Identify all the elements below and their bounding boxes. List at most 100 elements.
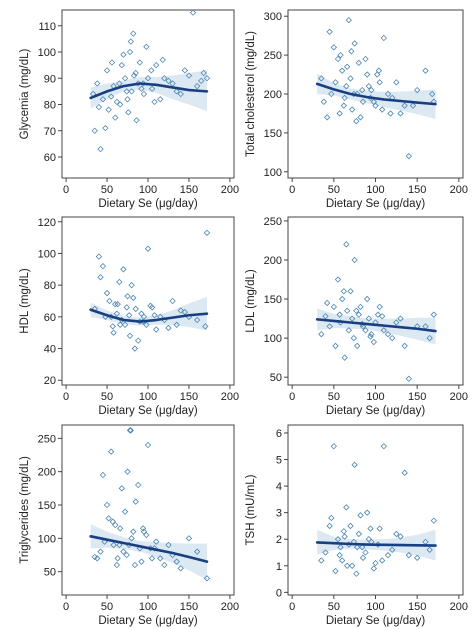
data-point xyxy=(148,67,155,74)
data-point xyxy=(94,555,101,562)
data-point xyxy=(131,561,139,569)
data-point xyxy=(318,331,325,338)
data-point xyxy=(138,310,145,317)
data-point xyxy=(109,518,116,525)
data-point xyxy=(165,324,172,332)
data-point xyxy=(343,241,350,248)
data-point xyxy=(364,71,371,78)
y-tick-label: 200 xyxy=(264,255,282,267)
y-tick-label: 20 xyxy=(44,375,56,387)
data-point xyxy=(336,551,343,559)
x-tick-label: 200 xyxy=(450,601,468,613)
data-point xyxy=(334,276,342,283)
data-point xyxy=(367,333,374,340)
x-tick-label: 100 xyxy=(139,184,157,196)
data-point xyxy=(177,307,184,314)
data-point xyxy=(359,98,367,105)
data-point xyxy=(384,551,392,559)
data-point xyxy=(405,375,412,382)
data-point xyxy=(336,110,343,117)
data-point xyxy=(140,90,148,98)
data-point xyxy=(362,55,369,63)
data-point xyxy=(116,101,124,108)
data-point xyxy=(337,51,344,59)
data-point xyxy=(132,69,139,77)
data-point xyxy=(330,303,337,311)
data-point xyxy=(340,288,347,295)
data-point xyxy=(405,153,412,160)
y-tick-label: 90 xyxy=(44,73,56,85)
data-point xyxy=(126,332,134,340)
data-point xyxy=(376,525,383,532)
data-point xyxy=(365,83,372,90)
data-point xyxy=(341,354,348,361)
data-point xyxy=(159,56,166,64)
data-point xyxy=(355,530,362,538)
data-point xyxy=(324,299,331,307)
data-point xyxy=(348,48,355,55)
confidence-band xyxy=(317,73,436,119)
data-point xyxy=(343,504,350,511)
data-point xyxy=(397,110,404,117)
panel-hdl: 0 50 100 150 200 20 40 60 80 100 120 Dietary Se (μg… xyxy=(19,216,239,417)
y-tick-label: 100 xyxy=(264,167,282,179)
data-point xyxy=(103,501,111,509)
plot-frame xyxy=(61,424,235,596)
data-point xyxy=(135,481,142,489)
y-tick-label: 150 xyxy=(264,128,282,140)
x-tick-label: 50 xyxy=(101,601,113,613)
x-tick-label: 0 xyxy=(63,601,69,613)
data-point xyxy=(108,59,116,66)
data-point xyxy=(165,541,172,549)
data-point xyxy=(341,533,348,540)
y-tick-label: 120 xyxy=(38,217,56,229)
confidence-band xyxy=(90,297,207,331)
data-point xyxy=(384,331,392,338)
data-point xyxy=(144,75,152,82)
data-point xyxy=(376,79,383,86)
data-point xyxy=(379,557,386,564)
x-axis-label: Dietary Se (μg/day) xyxy=(98,198,197,210)
fit-line xyxy=(315,82,437,106)
data-point xyxy=(144,245,152,252)
data-point xyxy=(430,311,437,318)
data-point xyxy=(173,88,180,95)
data-point xyxy=(94,80,101,87)
data-point xyxy=(136,59,143,66)
y-tick-label: 200 xyxy=(38,467,56,479)
data-point xyxy=(426,546,433,554)
x-tick-label: 0 xyxy=(289,601,295,613)
data-point xyxy=(169,80,176,87)
data-point xyxy=(370,565,377,572)
data-point xyxy=(200,69,207,77)
panel-glycemia: 0 50 100 150 200 60 70 80 90 100 110 Dietary Se (μg… xyxy=(19,9,239,210)
data-point xyxy=(364,295,371,303)
data-point xyxy=(116,321,124,328)
data-point xyxy=(339,295,346,303)
data-point xyxy=(339,67,346,74)
data-point xyxy=(347,75,354,82)
data-point xyxy=(422,67,429,74)
data-point xyxy=(151,545,158,552)
data-point xyxy=(379,106,386,113)
data-point xyxy=(401,102,408,109)
x-tick-label: 150 xyxy=(408,184,426,196)
y-tick-label: 100 xyxy=(38,533,56,545)
scatter-points xyxy=(91,427,211,582)
data-point xyxy=(405,551,412,559)
data-point xyxy=(116,278,123,286)
data-point xyxy=(132,498,139,505)
data-point xyxy=(123,304,130,311)
y-tick-label: 150 xyxy=(38,500,56,512)
data-point xyxy=(157,96,164,103)
data-point xyxy=(401,469,408,476)
data-point xyxy=(110,541,117,549)
data-point xyxy=(344,63,351,70)
y-tick-label: 80 xyxy=(44,280,56,292)
data-point xyxy=(401,342,408,350)
data-point xyxy=(95,253,103,260)
y-tick-label: 100 xyxy=(38,47,56,59)
data-point xyxy=(110,329,117,336)
x-tick-label: 200 xyxy=(221,391,239,403)
x-tick-label: 200 xyxy=(450,391,468,403)
